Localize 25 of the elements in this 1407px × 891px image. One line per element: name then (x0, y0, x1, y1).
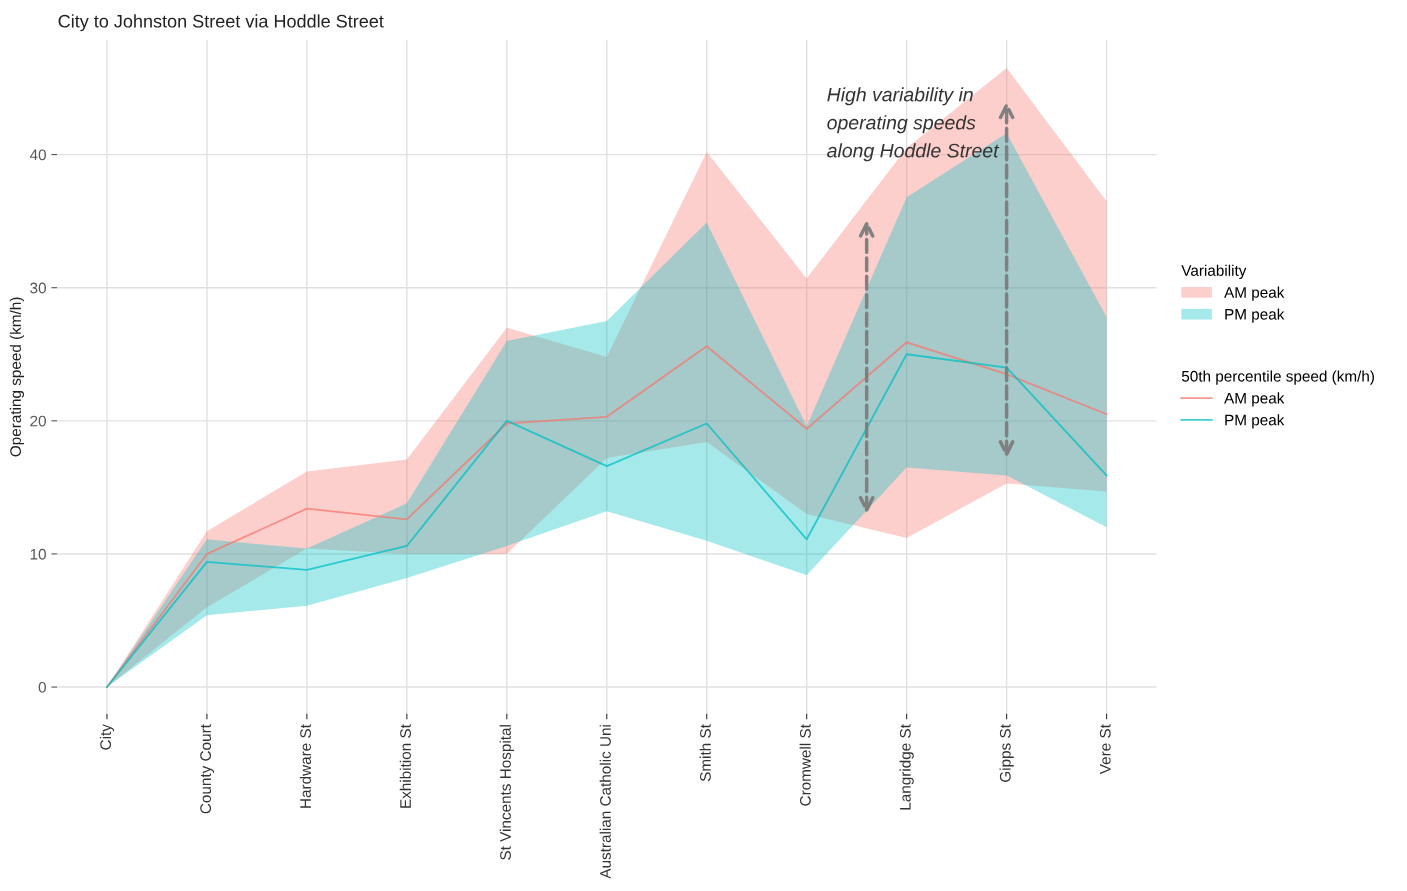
text: PM peak (1225, 308, 1285, 323)
x-tick-label: Langridge St (899, 724, 914, 810)
x-tick-label: St Vincents Hospital (499, 725, 514, 860)
y-tick-label: 0 (38, 681, 46, 693)
text: 50th percentile speed (km/h) (1181, 370, 1374, 385)
y-tick-label: 40 (29, 149, 46, 161)
x-tick-label: Australian Catholic Uni (599, 725, 611, 879)
x-tick-label: Cromwell St (799, 724, 811, 806)
text: AM peak (1224, 286, 1285, 301)
annotation: High variability in operating speeds along Hoddle Street (827, 87, 1000, 162)
text: Variability (1181, 264, 1247, 279)
legend-label: AM peak (1224, 392, 1285, 407)
y-tick-label: 10 (30, 548, 46, 560)
y-axis-title: Operating speed (km/h) (9, 297, 25, 457)
x-tick-label: City (99, 724, 115, 750)
x-tick-label: Exhibition St (399, 724, 411, 808)
x-tick-label: Smith St (699, 724, 711, 782)
x-tick-label: County Court (200, 724, 215, 814)
x-tick-label: Vere St (1099, 724, 1111, 775)
x-tick-label: Hardware St (299, 724, 311, 808)
legend-label: PM peak (1225, 414, 1285, 429)
chart-title: City to Johnston Street via Hoddle Street (58, 14, 384, 32)
x-tick-label: Gipps St (999, 724, 1014, 782)
y-tick-label: 20 (30, 415, 46, 427)
y-tick-label: 30 (30, 282, 46, 294)
